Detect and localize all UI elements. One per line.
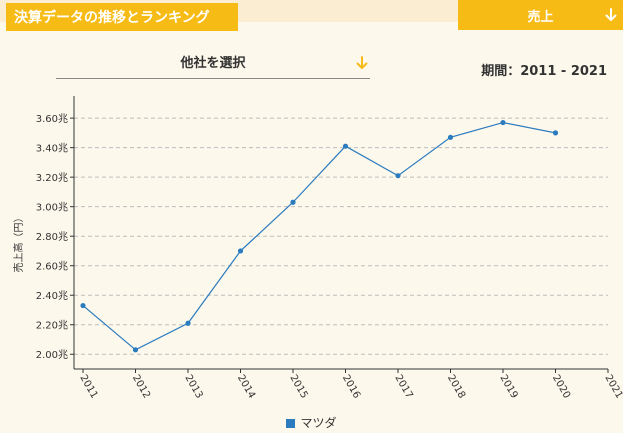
- data-point: [237, 248, 244, 254]
- sales-line-chart: 2.00兆 2.20兆 2.40兆 2.60兆 2.80兆 3.00兆 3.20兆 3.40兆…: [12, 96, 623, 401]
- x-tick-label: 2017: [392, 373, 414, 401]
- x-tick-label: 2012: [130, 373, 152, 401]
- y-tick-label: 2.40兆: [36, 290, 68, 302]
- data-point: [447, 134, 454, 140]
- page-title: 決算データの推移とランキング: [6, 3, 238, 31]
- company-select-label: 他社を選択: [180, 56, 246, 71]
- arrow-down-icon: [605, 8, 617, 21]
- legend-swatch: [286, 419, 296, 428]
- data-point: [552, 130, 559, 136]
- data-point: [80, 302, 86, 309]
- x-tick-label: 2019: [497, 373, 519, 401]
- y-tick-label: 3.60兆: [36, 113, 68, 125]
- y-tick-label: 3.40兆: [36, 143, 68, 155]
- y-tick-label: 2.80兆: [36, 231, 68, 243]
- y-tick-label: 2.00兆: [36, 349, 68, 361]
- x-tick-label: 2018: [445, 373, 467, 401]
- page-title-text: 決算データの推移とランキング: [14, 10, 210, 26]
- x-tick-label: 2011: [77, 373, 99, 401]
- x-tick-label: 2013: [182, 373, 204, 401]
- x-tick-label: 2014: [235, 373, 257, 401]
- series-line: [82, 121, 556, 351]
- company-select[interactable]: 他社を選択: [56, 48, 370, 79]
- legend-label: マツダ: [300, 416, 337, 430]
- y-tick-label: 2.20兆: [36, 320, 68, 332]
- x-tick-label: 2015: [287, 373, 309, 401]
- x-tick-label: 2016: [340, 373, 362, 401]
- x-tick-label: 2020: [550, 373, 572, 401]
- y-axis-title: 売上高（円）: [12, 213, 25, 273]
- y-tick-label: 2.60兆: [36, 261, 68, 273]
- y-tick-label: 3.20兆: [36, 172, 68, 184]
- data-point: [500, 119, 506, 126]
- arrow-down-icon: [356, 56, 368, 69]
- data-point: [290, 199, 296, 205]
- legend[interactable]: マツダ: [0, 414, 623, 431]
- data-point: [342, 143, 349, 149]
- data-point: [395, 173, 401, 179]
- y-tick-label: 3.00兆: [36, 202, 68, 214]
- data-point: [185, 320, 191, 326]
- data-point: [132, 347, 139, 353]
- metric-select-value: 売上: [527, 9, 554, 25]
- metric-select[interactable]: 売上: [458, 0, 623, 30]
- x-tick-label: 2021: [602, 373, 623, 401]
- period-label: 期間：2011 - 2021: [481, 64, 607, 79]
